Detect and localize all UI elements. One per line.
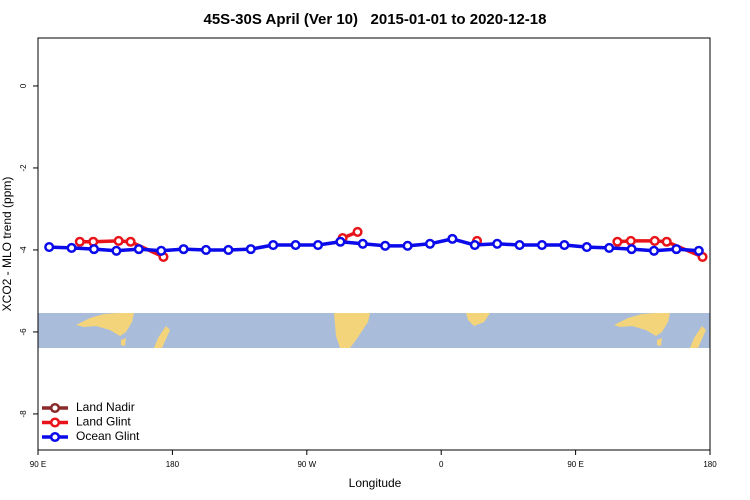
data-point xyxy=(268,239,279,251)
data-point xyxy=(111,245,122,256)
data-point xyxy=(380,240,391,251)
data-point xyxy=(178,244,189,255)
data-point xyxy=(335,236,346,247)
data-point xyxy=(625,235,636,246)
data-point xyxy=(66,242,77,253)
data-point xyxy=(581,242,592,253)
data-point xyxy=(352,226,363,237)
data-point xyxy=(626,244,637,255)
data-point xyxy=(604,242,615,253)
data-point xyxy=(200,244,212,255)
x-tick-label: 180 xyxy=(703,460,717,469)
x-axis-label: Longitude xyxy=(349,476,402,490)
legend-label: Land Glint xyxy=(76,415,131,429)
series-line xyxy=(49,237,699,253)
legend-label: Ocean Glint xyxy=(76,429,140,443)
legend-marker xyxy=(49,417,61,428)
data-point xyxy=(648,245,660,256)
data-point xyxy=(223,244,234,255)
x-tick-label: 180 xyxy=(166,460,180,469)
data-point xyxy=(156,245,167,256)
data-point xyxy=(74,236,85,247)
y-tick-label: -4 xyxy=(19,246,28,254)
data-point xyxy=(559,239,570,251)
data-point xyxy=(44,242,55,253)
data-point xyxy=(312,239,324,251)
data-point xyxy=(671,244,682,255)
y-tick-label: -6 xyxy=(19,328,28,336)
data-point xyxy=(649,235,660,246)
data-point xyxy=(133,244,144,255)
legend-marker xyxy=(49,431,61,443)
plot-frame xyxy=(37,37,711,451)
y-tick-label: -2 xyxy=(19,164,28,172)
data-point xyxy=(469,239,480,251)
x-tick-label: 90 E xyxy=(30,460,46,469)
data-point xyxy=(612,236,623,247)
map-strip xyxy=(38,313,710,348)
y-tick-label: -8 xyxy=(19,410,28,418)
data-point xyxy=(447,233,458,244)
x-tick-label: 90 E xyxy=(567,460,583,469)
data-point xyxy=(424,238,436,249)
data-point xyxy=(357,238,368,249)
x-tick-label: 0 xyxy=(439,460,444,469)
legend-label: Land Nadir xyxy=(76,400,135,414)
chart-title: 45S-30S April (Ver 10) 2015-01-01 to 202… xyxy=(204,11,547,28)
data-point xyxy=(290,239,301,251)
legend-marker xyxy=(49,402,61,414)
data-point xyxy=(514,239,525,251)
data-point xyxy=(402,240,413,251)
data-point xyxy=(693,245,704,256)
data-point xyxy=(88,244,100,255)
data-point xyxy=(536,239,548,251)
data-point xyxy=(661,236,672,247)
data-point xyxy=(245,244,256,255)
y-tick-label: 0 xyxy=(19,83,28,88)
y-axis-label: XCO2 - MLO trend (ppm) xyxy=(0,177,14,312)
data-point xyxy=(113,235,124,246)
data-point xyxy=(492,238,503,249)
x-tick-label: 90 W xyxy=(297,460,316,469)
data-point xyxy=(125,236,136,247)
